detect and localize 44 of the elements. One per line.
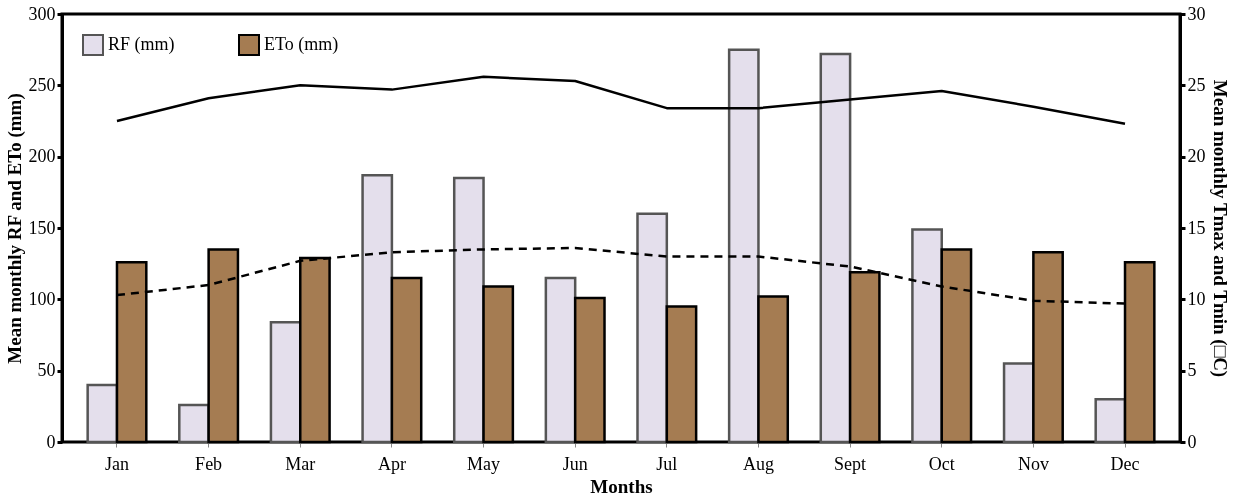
bar xyxy=(269,320,302,444)
y2-tick-label: 10 xyxy=(1187,288,1206,309)
y-tick-label: 0 xyxy=(46,431,56,452)
y-tick-label: 50 xyxy=(37,360,56,381)
y2-tick-label: 25 xyxy=(1187,74,1206,95)
legend-label: RF (mm) xyxy=(108,34,175,55)
bar xyxy=(819,52,852,444)
y2-tick-label: 30 xyxy=(1187,3,1206,24)
x-tick-label: Feb xyxy=(195,453,223,474)
bar xyxy=(544,276,577,444)
bar xyxy=(86,383,119,444)
x-tick-label: Sept xyxy=(834,453,867,474)
x-tick-label: May xyxy=(467,453,501,474)
y2-tick-label: 5 xyxy=(1187,360,1197,381)
y-tick-label: 250 xyxy=(28,74,56,95)
bar xyxy=(361,173,394,444)
x-tick-label: Nov xyxy=(1017,453,1049,474)
x-tick-label: Apr xyxy=(377,453,406,474)
bar xyxy=(727,48,760,444)
x-tick-label: Jan xyxy=(104,453,129,474)
bar xyxy=(1094,397,1127,444)
legend-label: ETo (mm) xyxy=(264,34,339,55)
bar xyxy=(1002,362,1035,444)
y2-axis-title: Mean monthly Tmax and Tmin (□C) xyxy=(1208,79,1231,378)
bar xyxy=(636,212,669,444)
x-tick-label: Jun xyxy=(562,453,588,474)
bar xyxy=(178,403,210,444)
bar xyxy=(911,228,943,444)
y2-tick-label: 20 xyxy=(1187,146,1206,167)
y-tick-label: 150 xyxy=(28,217,56,238)
y-tick-label: 300 xyxy=(28,3,56,24)
x-axis-title: Months xyxy=(590,475,653,497)
x-tick-label: Dec xyxy=(1110,453,1140,474)
x-tick-label: Mar xyxy=(285,453,316,474)
y-axis-title: Mean monthly RF and ETo (mm) xyxy=(3,93,26,364)
line-series xyxy=(115,75,1127,126)
x-tick-label: Oct xyxy=(928,453,955,474)
y2-tick-label: 15 xyxy=(1187,217,1206,238)
x-tick-label: Jul xyxy=(656,453,678,474)
bar xyxy=(452,176,485,444)
y2-tick-label: 0 xyxy=(1187,431,1197,452)
x-tick-label: Aug xyxy=(742,453,774,474)
y-tick-label: 200 xyxy=(28,146,56,167)
y-tick-label: 100 xyxy=(28,288,56,309)
